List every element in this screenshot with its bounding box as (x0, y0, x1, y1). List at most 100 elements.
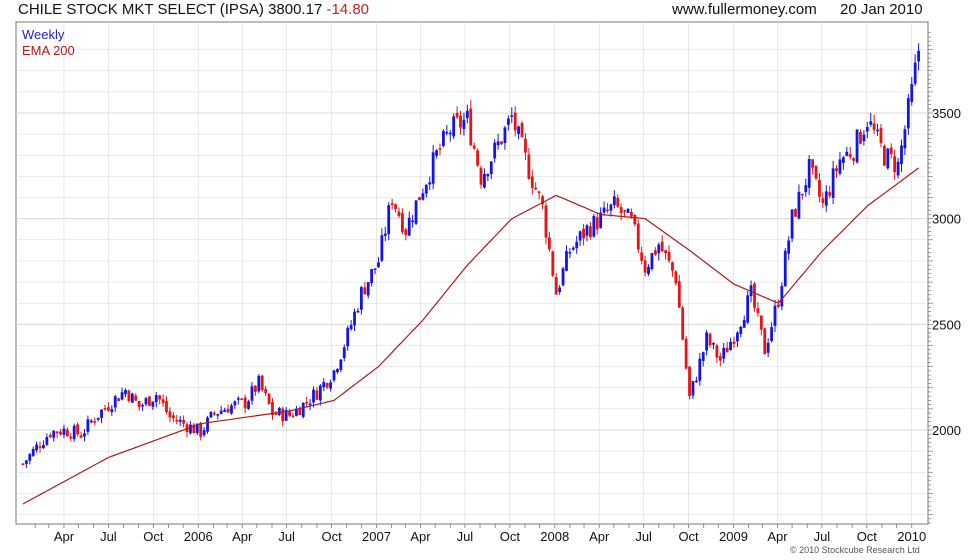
x-tick-label: Oct (678, 529, 699, 544)
x-tick-label: Oct (857, 529, 878, 544)
down-candle (127, 390, 131, 402)
up-candle (209, 411, 213, 418)
up-candle (421, 193, 425, 200)
up-candle (824, 191, 828, 206)
down-candle (718, 356, 722, 361)
up-candle (144, 398, 148, 405)
up-candle (83, 433, 86, 437)
down-candle (394, 204, 397, 209)
down-candle (79, 435, 83, 438)
up-candle (790, 209, 794, 239)
weekly-candles (21, 43, 920, 469)
down-candle (212, 412, 216, 415)
down-candle (636, 223, 640, 250)
y-tick-label: 2000 (932, 423, 961, 438)
down-candle (161, 399, 165, 404)
down-candle (291, 415, 295, 418)
up-candle (862, 134, 866, 142)
up-candle (35, 444, 39, 451)
down-candle (835, 168, 838, 172)
down-candle (681, 307, 685, 340)
up-candle (435, 150, 438, 156)
up-candle (195, 423, 199, 434)
up-candle (284, 409, 288, 421)
up-candle (903, 129, 907, 149)
down-candle (616, 197, 620, 207)
up-candle (202, 430, 206, 436)
chart-date: 20 Jan 2010 (840, 1, 923, 18)
down-candle (69, 436, 73, 439)
up-candle (917, 50, 920, 62)
x-tick-label: Jul (635, 529, 652, 544)
down-candle (589, 226, 592, 238)
up-candle (705, 332, 709, 351)
down-candle (544, 205, 548, 238)
up-candle (329, 382, 332, 389)
up-candle (650, 253, 654, 270)
up-candle (86, 419, 90, 432)
x-tick-label: Jul (814, 529, 831, 544)
down-candle (134, 395, 138, 401)
x-tick-label: Jul (457, 529, 474, 544)
up-candle (42, 444, 45, 449)
down-candle (732, 341, 736, 344)
down-candle (199, 422, 203, 437)
down-candle (137, 400, 141, 408)
x-tick-label: 2009 (719, 529, 748, 544)
up-candle (113, 396, 117, 408)
x-axis-labels: Apr Jul Oct 2006 Apr Jul Oct 2007 Apr Jul Oct 2008 A… (54, 529, 926, 544)
up-candle (910, 84, 914, 102)
down-candle (469, 108, 473, 146)
chart-title: CHILE STOCK MKT SELECT (IPSA) 3800.17 -1… (18, 1, 369, 18)
plot-area (15, 21, 929, 525)
up-candle (841, 157, 845, 163)
down-candle (158, 395, 162, 400)
down-candle (267, 393, 271, 404)
up-candle (787, 240, 791, 254)
down-candle (513, 112, 517, 131)
up-candle (380, 235, 384, 261)
down-candle (777, 304, 780, 307)
up-candle (602, 207, 606, 213)
down-candle (390, 203, 394, 206)
down-candle (660, 241, 664, 252)
up-candle (749, 285, 753, 297)
up-candle (110, 409, 114, 413)
x-tick-label: Apr (767, 529, 788, 544)
up-candle (712, 342, 715, 345)
up-candle (322, 381, 326, 388)
down-candle (226, 408, 230, 413)
up-candle (913, 62, 917, 84)
down-candle (582, 228, 585, 239)
down-candle (260, 375, 264, 390)
up-candle (414, 200, 418, 224)
up-candle (89, 420, 93, 423)
up-candle (462, 119, 466, 130)
up-candle (691, 381, 695, 396)
up-candle (558, 287, 562, 293)
up-candle (349, 324, 353, 330)
up-candle (698, 358, 702, 381)
up-candle (578, 231, 582, 241)
down-candle (848, 154, 852, 158)
up-candle (178, 419, 182, 422)
up-candle (510, 115, 514, 117)
up-candle (886, 148, 890, 169)
down-candle (21, 463, 25, 466)
site-url[interactable]: www.fullermoney.com (672, 1, 817, 18)
down-candle (65, 429, 69, 437)
up-candle (517, 126, 521, 134)
up-candle (783, 250, 787, 287)
copyright-note: © 2010 Stockcube Research Ltd (790, 545, 920, 555)
down-candle (103, 407, 107, 410)
down-candle (753, 283, 756, 308)
up-candle (807, 159, 811, 188)
down-candle (175, 420, 179, 422)
down-candle (264, 388, 268, 394)
up-candle (609, 204, 613, 211)
up-candle (694, 380, 698, 383)
up-candle (236, 398, 240, 400)
up-candle (342, 347, 346, 359)
down-candle (397, 211, 401, 217)
chart-legend: Weekly EMA 200 (22, 27, 75, 59)
